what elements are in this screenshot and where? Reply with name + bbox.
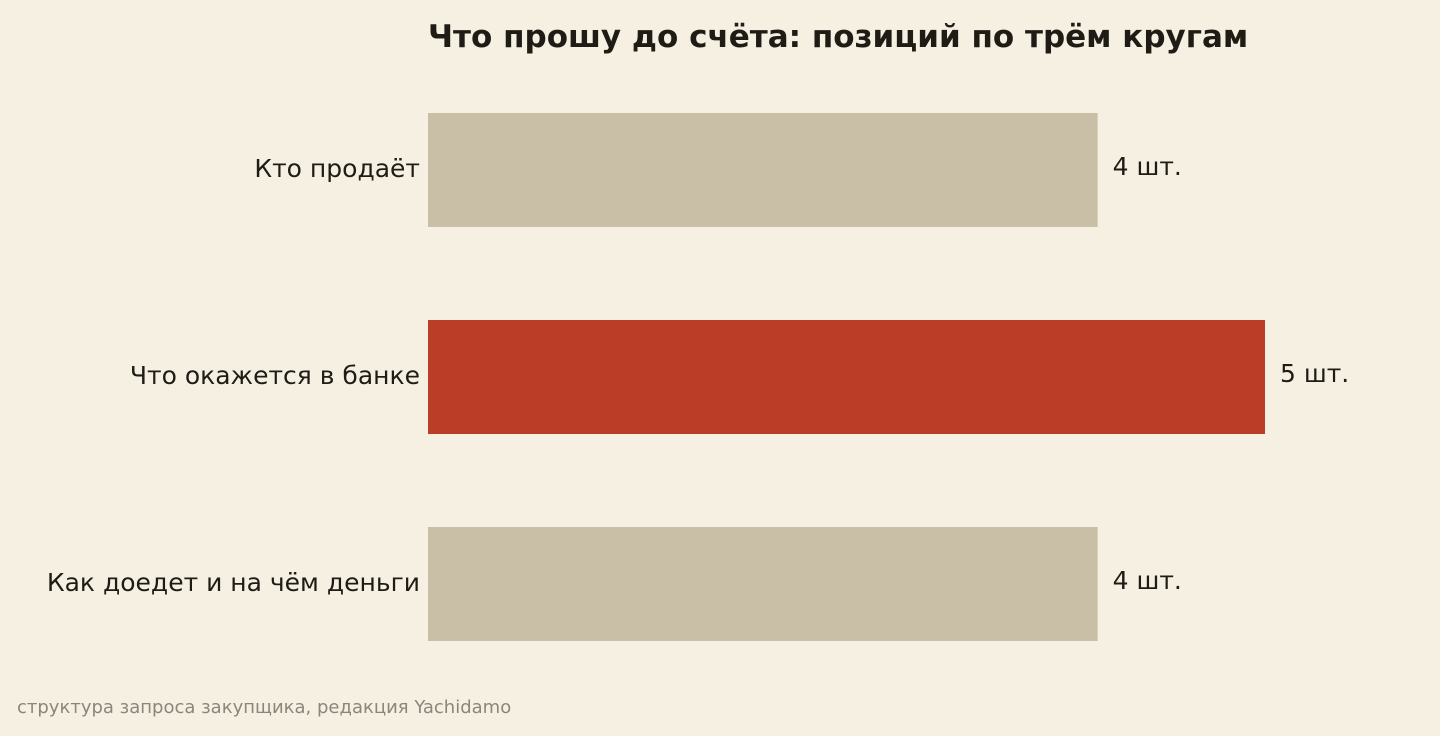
source-note: структура запроса закупщика, редакция Ya… — [17, 697, 512, 718]
category-label: Как доедет и на чём деньги — [47, 568, 420, 597]
value-label: 4 шт. — [1113, 566, 1182, 595]
category-label: Кто продаёт — [254, 154, 420, 183]
value-label: 4 шт. — [1113, 152, 1182, 181]
value-label: 5 шт. — [1280, 359, 1349, 388]
bar — [428, 527, 1098, 641]
bar — [428, 320, 1265, 434]
chart-title: Что прошу до счёта: позиций по трём круг… — [428, 19, 1249, 55]
bar — [428, 113, 1098, 227]
category-label: Что окажется в банке — [130, 361, 420, 390]
